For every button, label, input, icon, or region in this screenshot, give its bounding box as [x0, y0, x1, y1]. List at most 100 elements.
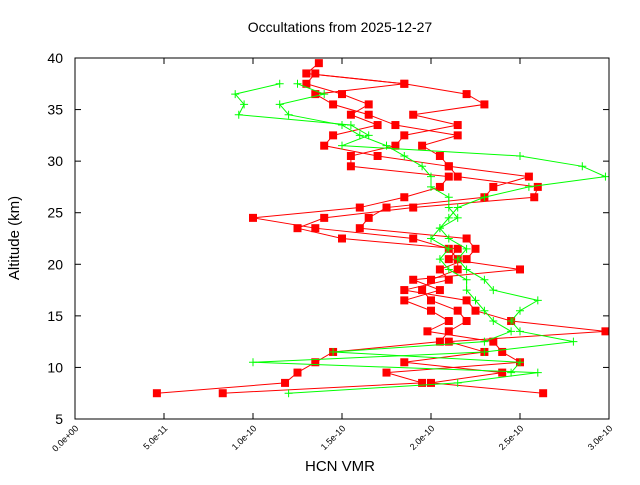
data-point-square: [302, 79, 311, 88]
x-tick-label: 2.5e-10: [497, 423, 526, 452]
data-point-square: [435, 151, 444, 160]
data-point-square: [400, 131, 409, 140]
data-point-square: [249, 213, 257, 222]
data-point-plus: [427, 234, 435, 243]
data-point-square: [524, 172, 533, 181]
data-point-square: [400, 79, 409, 88]
data-point-plus: [462, 265, 471, 274]
data-point-plus: [284, 110, 293, 119]
data-point-square: [329, 100, 338, 109]
data-point-plus: [507, 327, 516, 336]
data-point-plus: [453, 378, 462, 387]
data-point-plus: [516, 358, 524, 367]
x-tick-label: 2.0e-10: [408, 423, 437, 452]
data-point-square: [444, 162, 453, 171]
data-point-plus: [578, 162, 587, 171]
data-point-square: [152, 389, 161, 398]
data-point-square: [400, 193, 409, 202]
data-point-square: [427, 275, 435, 284]
data-point-square: [427, 306, 435, 315]
data-point-square: [462, 90, 471, 99]
data-point-plus: [462, 275, 471, 284]
data-point-plus: [427, 172, 435, 181]
data-point-plus: [462, 244, 471, 253]
data-point-plus: [480, 275, 489, 284]
data-point-plus: [533, 296, 542, 305]
data-point-square: [453, 265, 462, 274]
data-point-square: [346, 151, 355, 160]
data-point-plus: [275, 79, 284, 88]
data-point-square: [400, 286, 409, 295]
y-tick-label: 25: [47, 205, 63, 221]
data-point-square: [320, 213, 329, 222]
data-point-plus: [400, 151, 409, 160]
data-point-square: [409, 203, 418, 212]
data-point-square: [355, 203, 364, 212]
data-point-square: [320, 141, 329, 150]
data-point-square: [409, 234, 418, 243]
data-point-square: [462, 255, 471, 264]
data-point-square: [444, 255, 453, 264]
data-point-square: [489, 182, 498, 191]
data-point-plus: [234, 110, 243, 119]
data-point-square: [373, 151, 382, 160]
data-point-plus: [444, 234, 453, 243]
y-tick-label: 30: [47, 153, 63, 169]
data-point-square: [338, 90, 346, 99]
data-point-plus: [320, 90, 329, 99]
data-point-square: [453, 131, 462, 140]
data-point-square: [346, 110, 355, 119]
data-point-square: [462, 296, 471, 305]
data-point-square: [418, 378, 427, 387]
x-tick-label: 0.0e+00: [50, 423, 80, 453]
data-point-square: [471, 244, 480, 253]
y-tick-label: 5: [55, 411, 63, 427]
x-tick-label: 1.5e-10: [319, 423, 348, 452]
data-point-square: [435, 337, 444, 346]
data-point-plus: [489, 286, 498, 295]
data-point-plus: [435, 255, 444, 264]
data-point-plus: [524, 182, 533, 191]
data-point-plus: [338, 121, 346, 130]
data-point-plus: [569, 337, 578, 346]
data-point-plus: [249, 358, 257, 367]
data-point-plus: [240, 100, 249, 109]
data-point-plus: [231, 90, 240, 99]
data-layer: [152, 59, 610, 398]
data-point-square: [311, 90, 320, 99]
data-point-square: [418, 141, 427, 150]
data-point-square: [444, 327, 453, 336]
data-point-square: [382, 203, 391, 212]
data-point-square: [533, 182, 542, 191]
data-point-square: [423, 327, 432, 336]
data-point-square: [314, 59, 323, 68]
data-point-square: [471, 306, 480, 315]
series-line: [234, 83, 608, 394]
data-point-plus: [444, 193, 453, 202]
data-point-square: [355, 224, 364, 233]
data-point-plus: [435, 224, 444, 233]
data-point-square: [462, 234, 471, 243]
data-point-square: [302, 69, 311, 78]
data-point-square: [391, 141, 400, 150]
x-tick-label: 3.0e-10: [586, 423, 615, 452]
data-point-plus: [346, 121, 355, 130]
series-line: [306, 72, 606, 394]
data-point-plus: [275, 100, 284, 109]
data-point-plus: [444, 203, 453, 212]
data-point-plus: [355, 131, 364, 140]
data-point-square: [444, 172, 453, 181]
data-point-plus: [453, 213, 462, 222]
data-point-square: [400, 296, 409, 305]
data-point-square: [409, 275, 418, 284]
data-point-square: [400, 358, 409, 367]
data-point-square: [516, 265, 524, 274]
data-point-plus: [516, 306, 524, 315]
data-point-square: [462, 317, 471, 326]
data-point-square: [373, 121, 382, 130]
axes-layer: 5 10 15 20 25 30 35 40 0.0e+00 5.0e-11 1.0e-10 1.5e…: [47, 50, 614, 454]
y-tick-label: 20: [47, 256, 63, 272]
data-point-plus: [364, 131, 373, 140]
y-tick-label: 35: [47, 102, 63, 118]
